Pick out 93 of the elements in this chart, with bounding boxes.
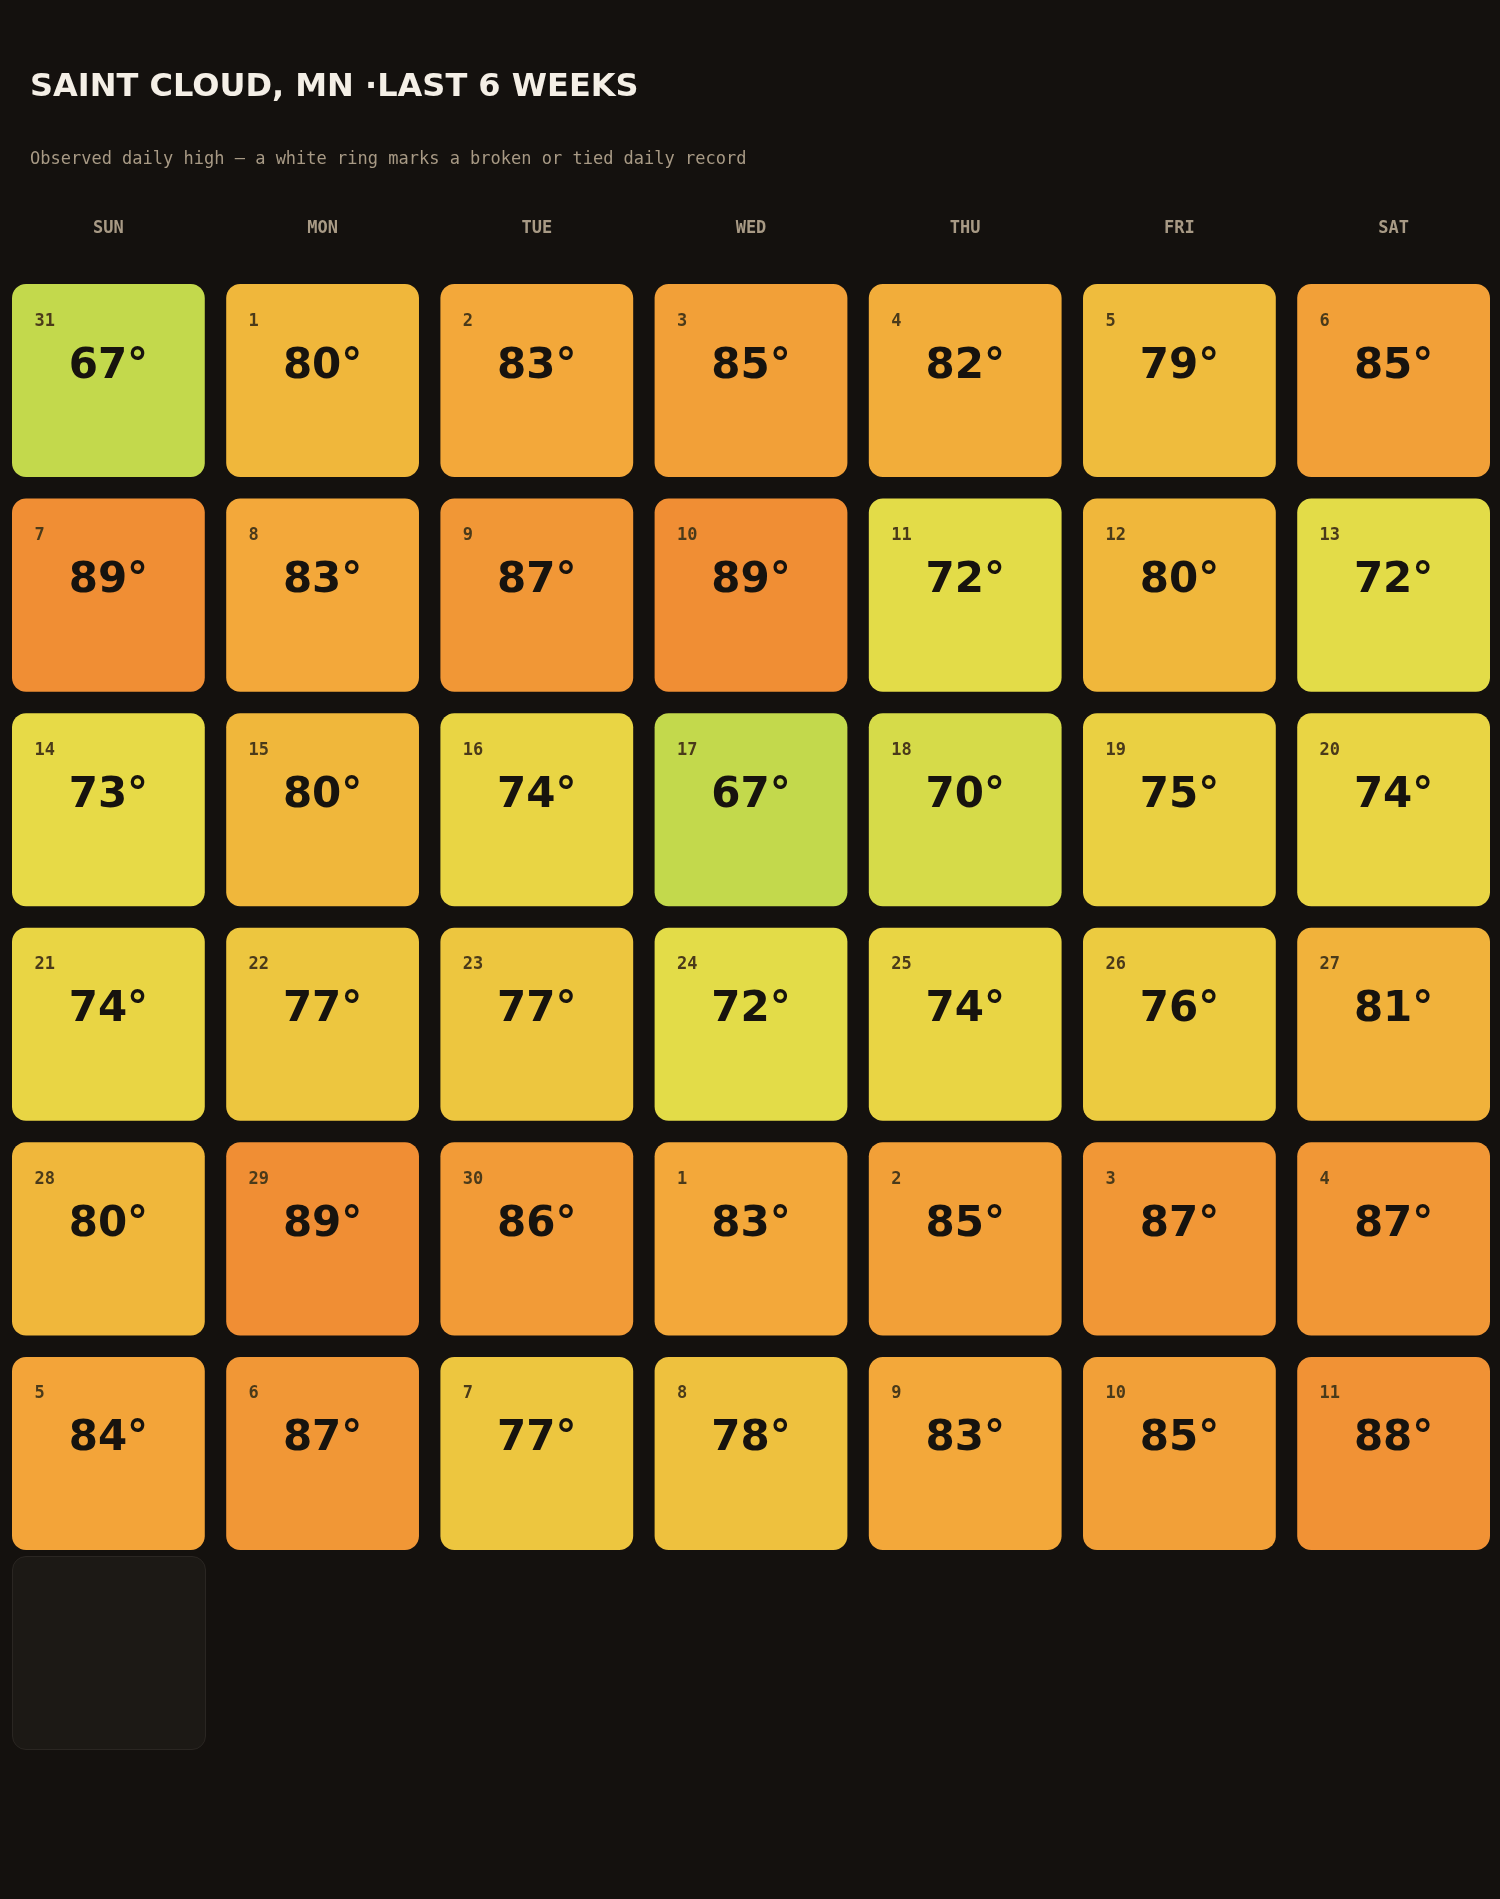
annotation: 12 [1105,524,1126,545]
data-label: 88° [1353,1411,1434,1461]
x-tick-label: SUN [93,216,124,237]
data-label: 87° [1139,1196,1220,1246]
data-label: 78° [711,1411,791,1461]
x-tick-label: MON [307,216,338,237]
annotation: 1 [677,1167,688,1188]
annotation: 19 [1105,738,1126,759]
annotation: 16 [462,738,484,759]
annotation: 14 [34,738,55,759]
data-label: 81° [1353,982,1434,1032]
data-label: 89° [282,1196,363,1246]
data-label: 79° [1139,338,1220,388]
annotation: 15 [248,738,270,759]
x-tick-label: TUE [521,216,553,237]
annotation: 10 [677,524,698,545]
annotation: 31 [34,309,55,330]
annotation: 5 [34,1382,45,1403]
data-label: 85° [1353,338,1434,388]
annotation: 4 [891,309,902,330]
data-label: 86° [497,1196,577,1246]
data-label: 77° [497,982,577,1032]
annotation: 11 [891,524,912,545]
data-label: 75° [1139,767,1220,817]
annotation: 1 [248,309,259,330]
annotation: 6 [248,1382,259,1403]
annotation: 20 [1319,738,1341,759]
data-label: 83° [925,1411,1005,1461]
chart-subtitle: Observed daily high — a white ring marks a broken or tied daily record [30,148,747,168]
annotation: 29 [248,1167,270,1188]
annotation: 7 [34,524,45,545]
annotation: 27 [1319,953,1341,974]
data-label: 67° [68,338,149,388]
x-tick-label: FRI [1164,216,1195,237]
x-tick-label: WED [735,216,767,237]
data-label: 72° [1353,553,1434,603]
data-label: 74° [68,982,149,1032]
x-tick-label: SAT [1378,216,1409,237]
annotation: 25 [891,953,912,974]
data-label: 74° [497,767,577,817]
data-label: 83° [497,338,577,388]
data-label: 83° [282,553,363,603]
annotation: 11 [1319,1382,1341,1403]
annotation: 18 [891,738,912,759]
data-label: 77° [282,982,363,1032]
data-label: 84° [68,1411,149,1461]
data-label: 80° [68,1196,149,1246]
annotation: 2 [462,309,474,330]
data-label: 74° [925,982,1005,1032]
data-label: 74° [1353,767,1434,817]
annotation: 9 [891,1382,902,1403]
annotation: 9 [462,524,474,545]
annotation: 6 [1319,309,1330,330]
data-label: 87° [1353,1196,1434,1246]
data-label: 80° [1139,553,1220,603]
data-label: 85° [925,1196,1005,1246]
data-label: 85° [711,338,791,388]
annotation: 13 [1319,524,1341,545]
annotation: 3 [677,309,688,330]
data-label: 85° [1139,1411,1220,1461]
data-label: 89° [68,553,149,603]
data-label: 87° [497,553,577,603]
x-tick-label: THU [949,216,981,237]
annotation: 22 [248,953,270,974]
annotation: 23 [462,953,484,974]
annotation: 28 [34,1167,55,1188]
data-label: 89° [711,553,791,603]
data-label: 72° [925,553,1005,603]
chart-title: SAINT CLOUD, MN ·LAST 6 WEEKS [30,66,639,104]
annotation: 10 [1105,1382,1126,1403]
annotation: 2 [891,1167,902,1188]
annotation: 5 [1105,309,1116,330]
annotation: 26 [1105,953,1126,974]
data-label: 77° [497,1411,577,1461]
annotation: 24 [677,953,698,974]
data-label: 70° [925,767,1005,817]
annotation: 8 [677,1382,688,1403]
data-label: 80° [282,338,363,388]
annotation: 8 [248,524,259,545]
annotation: 30 [462,1167,484,1188]
data-label: 87° [282,1411,363,1461]
annotation: 4 [1319,1167,1330,1188]
annotation: 7 [462,1382,474,1403]
data-label: 82° [925,338,1005,388]
data-label: 83° [711,1196,791,1246]
data-label: 80° [282,767,363,817]
annotation: 17 [677,738,698,759]
annotation: 21 [34,953,55,974]
data-label: 76° [1139,982,1220,1032]
data-label: 67° [711,767,791,817]
data-label: 73° [68,767,149,817]
data-label: 72° [711,982,791,1032]
annotation: 3 [1105,1167,1116,1188]
